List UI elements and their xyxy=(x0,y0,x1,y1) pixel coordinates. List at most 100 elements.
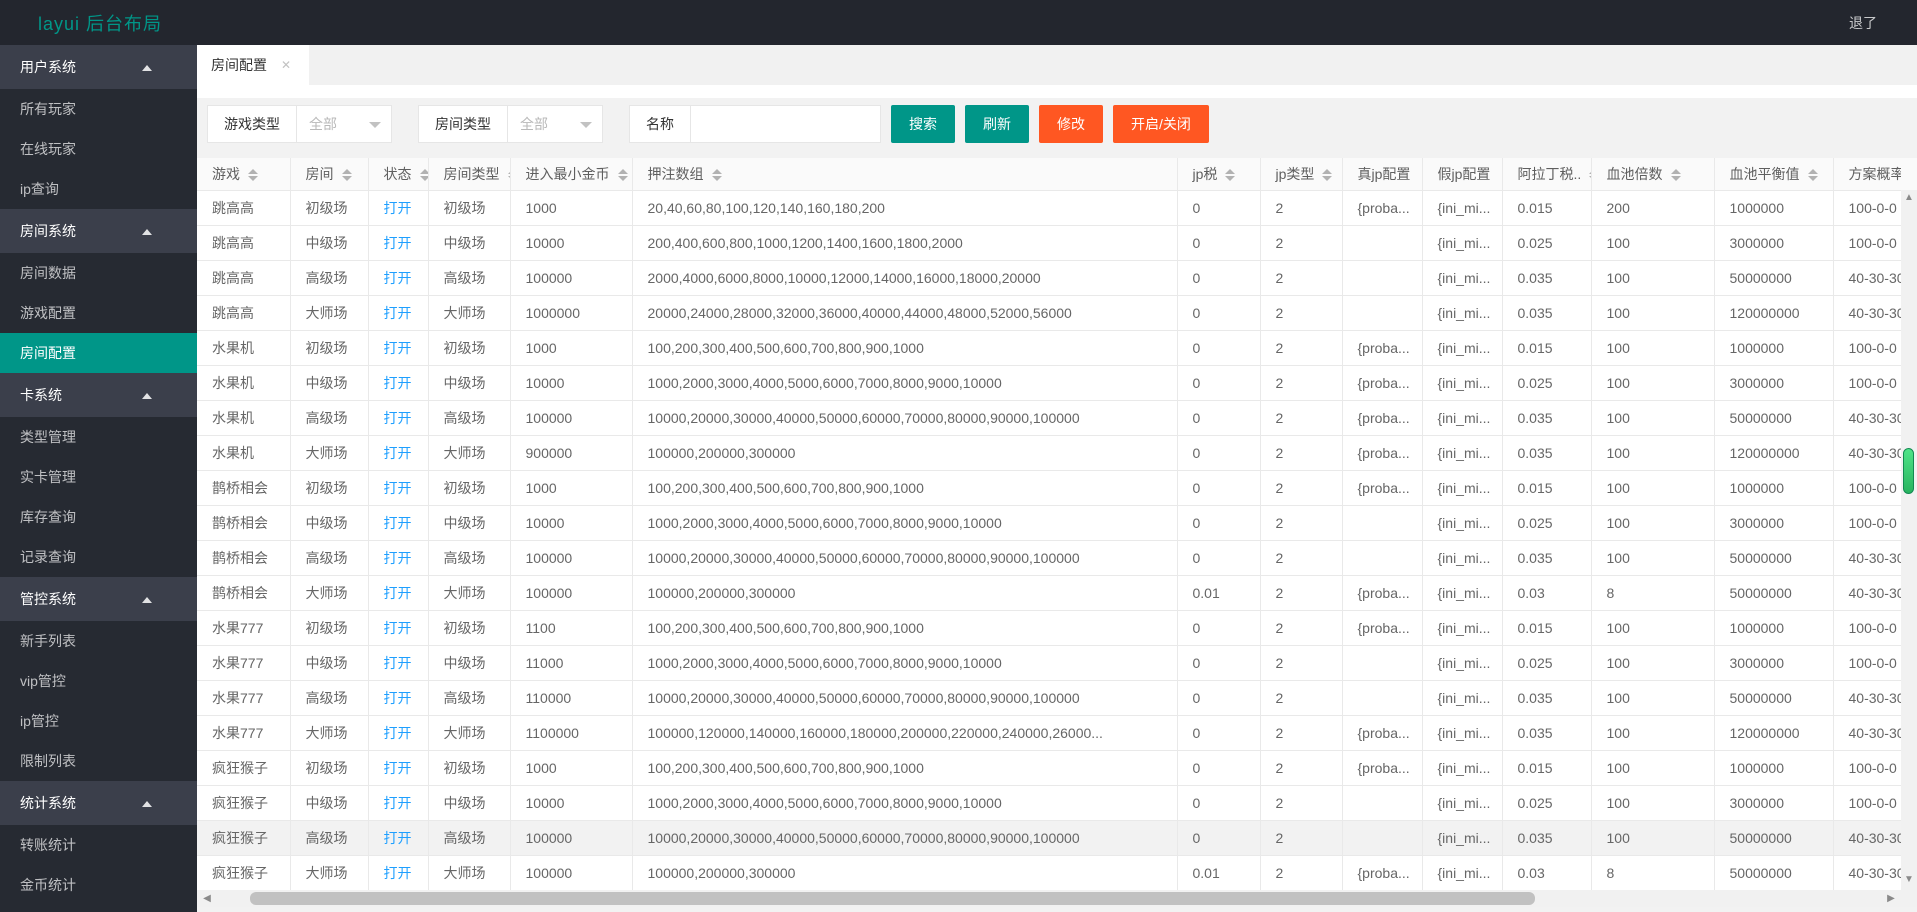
table-row[interactable]: 水果777 初级场 打开 初级场 1100 100,200,300,400,500,600… xyxy=(197,610,1901,646)
table-row[interactable]: 水果777 中级场 打开 中级场 11000 1000,2000,3000,4000,50… xyxy=(197,645,1901,681)
sort-icon[interactable] xyxy=(1322,169,1333,182)
sidebar-item-金币统计[interactable]: 金币统计 xyxy=(0,865,197,905)
sidebar-item-限制列表[interactable]: 限制列表 xyxy=(0,741,197,781)
sort-icon[interactable] xyxy=(711,169,722,182)
status-open-link[interactable]: 打开 xyxy=(383,654,412,671)
toolbar-button-开启/关闭[interactable]: 开启/关闭 xyxy=(1113,105,1209,143)
status-open-link[interactable]: 打开 xyxy=(383,584,412,601)
sort-icon[interactable] xyxy=(617,169,628,182)
cell-真jp配置 xyxy=(1342,645,1423,681)
horizontal-scrollbar-thumb[interactable] xyxy=(250,892,1535,905)
status-open-link[interactable]: 打开 xyxy=(383,409,412,426)
sidebar-item-游戏配置[interactable]: 游戏配置 xyxy=(0,293,197,333)
sort-icon[interactable] xyxy=(1225,169,1236,182)
toolbar-button-搜索[interactable]: 搜索 xyxy=(891,105,955,143)
table-row[interactable]: 水果777 高级场 打开 高级场 110000 10000,20000,30000,400… xyxy=(197,680,1901,716)
sidebar-item-ip管控[interactable]: ip管控 xyxy=(0,701,197,741)
scroll-down-arrow-icon[interactable]: ▼ xyxy=(1904,874,1914,885)
cell-血池倍数: 100 xyxy=(1591,295,1715,331)
sort-icon[interactable] xyxy=(507,169,509,182)
status-open-link[interactable]: 打开 xyxy=(383,829,412,846)
column-header-label: 真jp配置 xyxy=(1357,165,1411,182)
sort-icon[interactable] xyxy=(341,169,352,182)
sidebar-item-房间数据[interactable]: 房间数据 xyxy=(0,253,197,293)
table-row[interactable]: 鹊桥相会 高级场 打开 高级场 100000 10000,20000,30000,4000… xyxy=(197,540,1901,576)
status-open-link[interactable]: 打开 xyxy=(383,759,412,776)
status-open-link[interactable]: 打开 xyxy=(383,724,412,741)
status-open-link[interactable]: 打开 xyxy=(383,234,412,251)
status-open-link[interactable]: 打开 xyxy=(383,479,412,496)
sidebar-group-卡系统[interactable]: 卡系统 xyxy=(0,373,197,417)
sidebar-item-实卡管理[interactable]: 实卡管理 xyxy=(0,457,197,497)
status-open-link[interactable]: 打开 xyxy=(383,444,412,461)
table-row[interactable]: 鹊桥相会 中级场 打开 中级场 10000 1000,2000,3000,4000,500… xyxy=(197,505,1901,541)
table-row[interactable]: 跳高高 初级场 打开 初级场 1000 20,40,60,80,100,120,140,1… xyxy=(197,190,1901,226)
sidebar-group-统计系统[interactable]: 统计系统 xyxy=(0,781,197,825)
sort-icon[interactable] xyxy=(1589,169,1590,182)
toolbar-button-修改[interactable]: 修改 xyxy=(1039,105,1103,143)
sidebar-group-用户系统[interactable]: 用户系统 xyxy=(0,45,197,89)
status-open-link[interactable]: 打开 xyxy=(383,689,412,706)
column-header-血池平衡值: 血池平衡值 xyxy=(1714,158,1834,191)
table-row[interactable]: 鹊桥相会 初级场 打开 初级场 1000 100,200,300,400,500,600,… xyxy=(197,470,1901,506)
cell-jp税: 0 xyxy=(1177,645,1261,681)
horizontal-scrollbar[interactable]: ◀ ▶ xyxy=(197,890,1901,907)
sidebar-item-所有玩家[interactable]: 所有玩家 xyxy=(0,89,197,129)
table-row[interactable]: 水果机 中级场 打开 中级场 10000 1000,2000,3000,4000,5000… xyxy=(197,365,1901,401)
status-open-link[interactable]: 打开 xyxy=(383,514,412,531)
table-row[interactable]: 疯狂猴子 中级场 打开 中级场 10000 1000,2000,3000,4000,500… xyxy=(197,785,1901,821)
close-icon[interactable]: ✕ xyxy=(281,58,292,72)
sidebar-item-记录查询[interactable]: 记录查询 xyxy=(0,537,197,577)
sidebar-item-vip管控[interactable]: vip管控 xyxy=(0,661,197,701)
vertical-scrollbar[interactable]: ▲ ▼ xyxy=(1901,190,1917,888)
sidebar-item-类型管理[interactable]: 类型管理 xyxy=(0,417,197,457)
sidebar-group-管控系统[interactable]: 管控系统 xyxy=(0,577,197,621)
room-type-select[interactable]: 全部 xyxy=(508,105,603,143)
cell-阿拉丁税..: 0.03 xyxy=(1502,575,1592,611)
cell-游戏: 跳高高 xyxy=(197,225,291,261)
table-row[interactable]: 水果777 大师场 打开 大师场 1100000 100000,120000,140000… xyxy=(197,715,1901,751)
status-open-link[interactable]: 打开 xyxy=(383,864,412,881)
sidebar-group-房间系统[interactable]: 房间系统 xyxy=(0,209,197,253)
table-row[interactable]: 水果机 初级场 打开 初级场 1000 100,200,300,400,500,600,7… xyxy=(197,330,1901,366)
sidebar-item-房间配置[interactable]: 房间配置 xyxy=(0,333,197,373)
status-open-link[interactable]: 打开 xyxy=(383,199,412,216)
toolbar-button-刷新[interactable]: 刷新 xyxy=(965,105,1029,143)
table-row[interactable]: 疯狂猴子 高级场 打开 高级场 100000 10000,20000,30000,4000… xyxy=(197,820,1901,856)
status-open-link[interactable]: 打开 xyxy=(383,304,412,321)
table-row[interactable]: 水果机 大师场 打开 大师场 900000 100000,200000,300000 0 2{… xyxy=(197,435,1901,471)
table-row[interactable]: 跳高高 大师场 打开 大师场 1000000 20000,24000,28000,3200… xyxy=(197,295,1901,331)
sidebar-item-ip查询[interactable]: ip查询 xyxy=(0,169,197,209)
table-row[interactable]: 疯狂猴子 大师场 打开 大师场 100000 100000,200000,300000 0.… xyxy=(197,855,1901,890)
game-type-select[interactable]: 全部 xyxy=(297,105,392,143)
sidebar-item-在线玩家[interactable]: 在线玩家 xyxy=(0,129,197,169)
status-open-link[interactable]: 打开 xyxy=(383,549,412,566)
scroll-right-arrow-icon[interactable]: ▶ xyxy=(1887,893,1895,904)
status-open-link[interactable]: 打开 xyxy=(383,794,412,811)
cell-jp税: 0 xyxy=(1177,225,1261,261)
sidebar-item-转账统计[interactable]: 转账统计 xyxy=(0,825,197,865)
sort-icon[interactable] xyxy=(419,169,427,182)
table-row[interactable]: 水果机 高级场 打开 高级场 100000 10000,20000,30000,40000… xyxy=(197,400,1901,436)
status-open-link[interactable]: 打开 xyxy=(383,374,412,391)
sort-icon[interactable] xyxy=(1807,169,1818,182)
scroll-left-arrow-icon[interactable]: ◀ xyxy=(203,893,211,904)
status-open-link[interactable]: 打开 xyxy=(383,619,412,636)
table-row[interactable]: 跳高高 中级场 打开 中级场 10000 200,400,600,800,1000,120… xyxy=(197,225,1901,261)
name-input[interactable] xyxy=(691,105,881,143)
sidebar-item-新手列表[interactable]: 新手列表 xyxy=(0,621,197,661)
sidebar-item-库存查询[interactable]: 库存查询 xyxy=(0,497,197,537)
cell-房间类型: 初级场 xyxy=(428,190,511,226)
status-open-link[interactable]: 打开 xyxy=(383,339,412,356)
status-open-link[interactable]: 打开 xyxy=(383,269,412,286)
table-row[interactable]: 鹊桥相会 大师场 打开 大师场 100000 100000,200000,300000 0.… xyxy=(197,575,1901,611)
sort-icon[interactable] xyxy=(1670,169,1681,182)
sort-icon[interactable] xyxy=(248,169,258,182)
logout-link[interactable]: 退了 xyxy=(1849,14,1877,31)
table-row[interactable]: 跳高高 高级场 打开 高级场 100000 2000,4000,6000,8000,100… xyxy=(197,260,1901,296)
scroll-up-arrow-icon[interactable]: ▲ xyxy=(1904,192,1914,203)
table-row[interactable]: 疯狂猴子 初级场 打开 初级场 1000 100,200,300,400,500,600,… xyxy=(197,750,1901,786)
vertical-scrollbar-thumb[interactable] xyxy=(1903,448,1914,494)
tab-room-config[interactable]: 房间配置 ✕ xyxy=(197,45,309,85)
column-header-label: jp税 xyxy=(1192,165,1218,182)
